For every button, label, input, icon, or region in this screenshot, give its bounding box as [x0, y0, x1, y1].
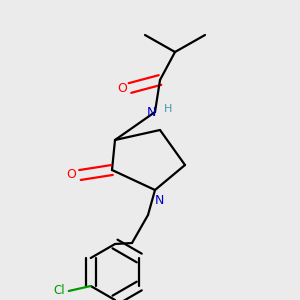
Text: N: N [146, 106, 156, 118]
Text: Cl: Cl [53, 284, 64, 298]
Text: H: H [164, 104, 172, 114]
Text: N: N [154, 194, 164, 206]
Text: O: O [117, 82, 127, 94]
Text: O: O [66, 169, 76, 182]
